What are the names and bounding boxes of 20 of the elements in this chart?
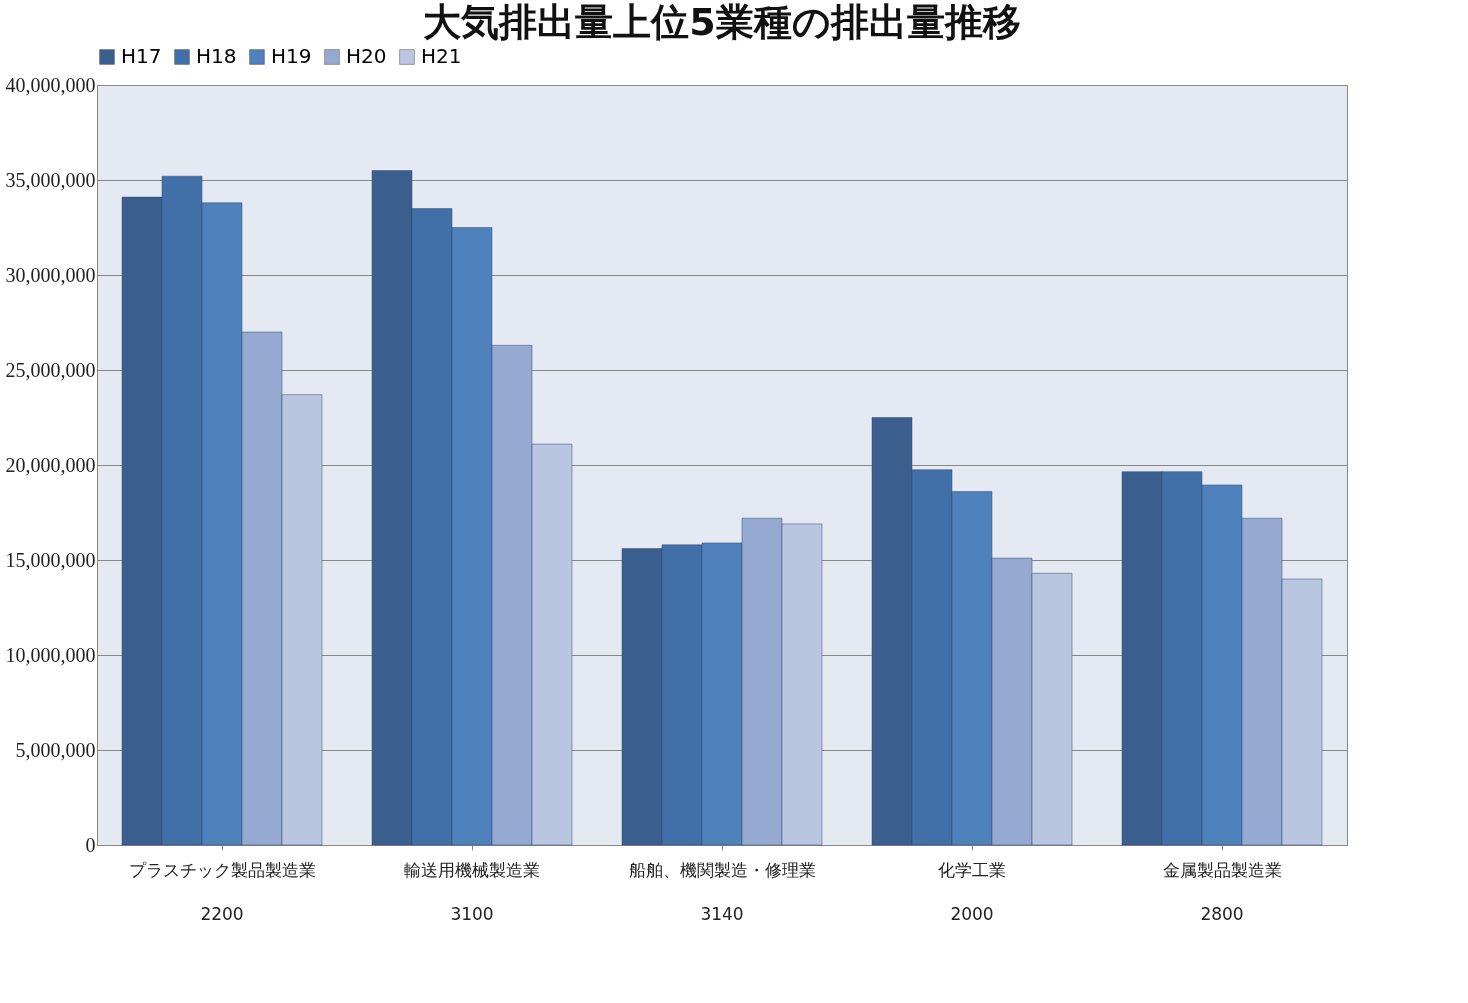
category-label: 輸送用機械製造業 3100	[404, 859, 540, 924]
y-tick-label: 35,000,000	[5, 168, 96, 191]
chart-title: 大気排出量上位5業種の排出量推移	[423, 0, 1021, 44]
category-label: 化学工業 2000	[938, 859, 1006, 924]
legend-label: H18	[196, 44, 237, 68]
legend-label: H17	[121, 44, 162, 68]
category-label: 金属製品製造業 2800	[1162, 859, 1282, 924]
y-tick-label: 0	[85, 833, 96, 856]
y-tick-label: 40,000,000	[5, 73, 96, 96]
category-label: プラスチック製品製造業 2200	[128, 859, 316, 924]
legend-label: H20	[346, 44, 387, 68]
category-label: 船舶、機関製造・修理業 3140	[628, 859, 816, 924]
y-tick-label: 25,000,000	[5, 358, 96, 381]
y-tick-label: 30,000,000	[5, 263, 96, 286]
y-tick-label: 20,000,000	[5, 453, 96, 476]
y-tick-label: 10,000,000	[5, 643, 96, 666]
y-tick-label: 15,000,000	[5, 548, 96, 571]
legend-label: H19	[271, 44, 312, 68]
legend-label: H21	[421, 44, 462, 68]
y-tick-label: 5,000,000	[15, 738, 96, 761]
